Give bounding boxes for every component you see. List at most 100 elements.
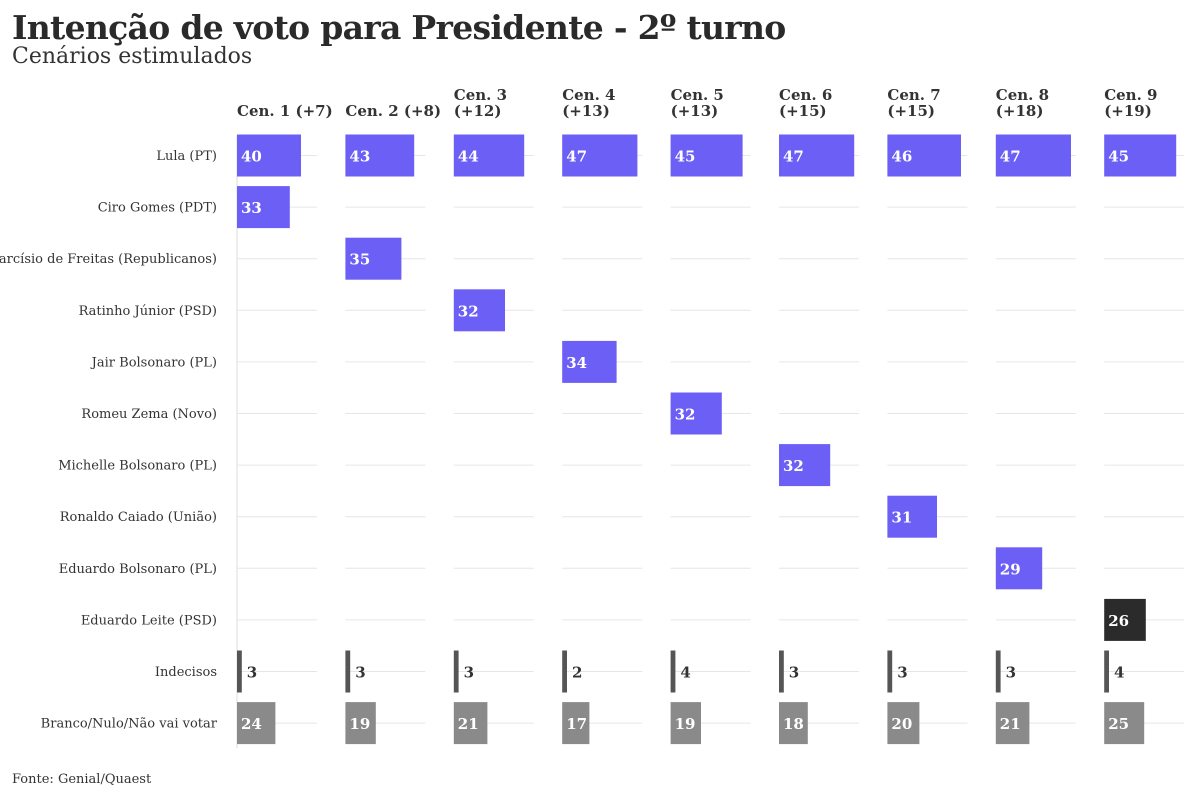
undecided-cen-4-label: 2 xyxy=(572,664,582,682)
row-label-michelle-bolsonaro-pl: Michelle Bolsonaro (PL) xyxy=(58,459,217,474)
opponent-cen-9-bar xyxy=(1104,598,1146,641)
column-header-cen-4: Cen. 4 xyxy=(562,86,615,104)
column-header-cen-6: Cen. 6 xyxy=(779,86,832,104)
opponent-cen-5-bar xyxy=(670,392,722,435)
opponent-cen-1-bar xyxy=(237,186,290,229)
blank-cen-7-bar xyxy=(887,702,920,745)
lula-cen-2-bar xyxy=(345,134,415,177)
chart-subtitle: Cenários estimulados xyxy=(12,44,253,69)
lula-cen-5-label: 45 xyxy=(675,148,696,166)
blank-cen-2-label: 19 xyxy=(349,715,370,733)
row-label-eduardo-leite-psd: Eduardo Leite (PSD) xyxy=(81,613,217,628)
opponent-cen-4-bar xyxy=(562,340,617,383)
column-header-cen-4: (+13) xyxy=(562,102,610,120)
blank-cen-4-label: 17 xyxy=(566,715,587,733)
blank-cen-2-bar xyxy=(345,702,376,745)
undecided-cen-2-label: 3 xyxy=(355,664,365,682)
lula-cen-6-label: 47 xyxy=(783,148,804,166)
undecided-cen-5-bar xyxy=(670,650,676,693)
undecided-cen-1-label: 3 xyxy=(247,664,257,682)
column-header-cen-8: (+18) xyxy=(996,102,1044,120)
opponent-cen-2-label: 35 xyxy=(349,251,370,269)
lula-cen-6-bar xyxy=(779,134,855,177)
chart-title: Intenção de voto para Presidente - 2º tu… xyxy=(12,8,786,47)
lula-cen-9-bar xyxy=(1104,134,1177,177)
lula-cen-3-label: 44 xyxy=(458,148,479,166)
undecided-cen-3-label: 3 xyxy=(464,664,474,682)
lula-cen-5-bar xyxy=(670,134,743,177)
row-label-ratinho-junior-psd: Ratinho Júnior (PSD) xyxy=(79,304,217,319)
lula-cen-1-label: 40 xyxy=(241,148,262,166)
undecided-cen-5-label: 4 xyxy=(680,664,690,682)
undecided-cen-9-label: 4 xyxy=(1114,664,1124,682)
column-header-cen-3: Cen. 3 xyxy=(454,86,507,104)
column-header-cen-5: (+13) xyxy=(671,102,719,120)
blank-cen-4-bar xyxy=(562,702,590,745)
row-label-tarcisio-de-freitas-republicanos: Tarcísio de Freitas (Republicanos) xyxy=(0,252,217,267)
lula-cen-8-label: 47 xyxy=(1000,148,1021,166)
row-label-eduardo-bolsonaro-pl: Eduardo Bolsonaro (PL) xyxy=(59,562,217,577)
blank-cen-7-label: 20 xyxy=(891,715,912,733)
row-label-ronaldo-caiado-uniao: Ronaldo Caiado (União) xyxy=(60,510,217,525)
undecided-cen-8-bar xyxy=(995,650,1001,693)
opponent-cen-3-bar xyxy=(453,289,505,332)
undecided-cen-9-bar xyxy=(1104,650,1109,693)
opponent-cen-4-label: 34 xyxy=(566,354,587,372)
column-header-cen-9: Cen. 9 xyxy=(1104,86,1157,104)
row-label-branco-nulo-nao-vai-votar: Branco/Nulo/Não vai votar xyxy=(41,717,218,732)
lula-cen-9-label: 45 xyxy=(1108,148,1129,166)
undecided-cen-2-bar xyxy=(345,650,351,693)
undecided-cen-6-bar xyxy=(779,650,784,693)
lula-cen-8-bar xyxy=(995,134,1071,177)
column-header-cen-9: (+19) xyxy=(1104,102,1152,120)
row-label-ciro-gomes-pdt: Ciro Gomes (PDT) xyxy=(98,201,217,216)
lula-cen-2-label: 43 xyxy=(349,148,370,166)
lula-cen-7-bar xyxy=(887,134,961,177)
blank-cen-3-label: 21 xyxy=(458,715,479,733)
opponent-cen-2-bar xyxy=(345,237,402,280)
opponent-cen-3-label: 32 xyxy=(458,302,479,320)
lula-cen-4-label: 47 xyxy=(566,148,587,166)
opponent-cen-9-label: 26 xyxy=(1108,612,1129,630)
lula-cen-1-bar xyxy=(237,134,301,177)
lula-cen-3-bar xyxy=(453,134,525,177)
blank-cen-6-bar xyxy=(779,702,808,745)
column-header-cen-7: Cen. 7 xyxy=(887,86,940,104)
blank-cen-3-bar xyxy=(453,702,488,745)
opponent-cen-6-label: 32 xyxy=(783,457,804,475)
source-note: Fonte: Genial/Quaest xyxy=(12,772,152,787)
column-header-cen-6: (+15) xyxy=(779,102,827,120)
opponent-cen-7-bar xyxy=(887,495,937,538)
blank-cen-9-bar xyxy=(1104,702,1145,745)
column-header-cen-8: Cen. 8 xyxy=(996,86,1049,104)
undecided-cen-6-label: 3 xyxy=(789,664,799,682)
opponent-cen-8-bar xyxy=(995,547,1043,590)
undecided-cen-4-bar xyxy=(562,650,567,693)
undecided-cen-1-bar xyxy=(237,650,242,693)
blank-cen-5-bar xyxy=(670,702,701,745)
row-label-indecisos: Indecisos xyxy=(155,665,217,680)
blank-cen-6-label: 18 xyxy=(783,715,804,733)
row-label-jair-bolsonaro-pl: Jair Bolsonaro (PL) xyxy=(90,355,217,370)
undecided-cen-7-bar xyxy=(887,650,893,693)
lula-cen-4-bar xyxy=(562,134,638,177)
opponent-cen-8-label: 29 xyxy=(1000,560,1021,578)
blank-cen-8-bar xyxy=(995,702,1030,745)
column-header-cen-7: (+15) xyxy=(887,102,935,120)
column-header-cen-5: Cen. 5 xyxy=(671,86,724,104)
column-header-cen-3: (+12) xyxy=(454,102,502,120)
lula-cen-7-label: 46 xyxy=(891,148,912,166)
row-label-romeu-zema-novo: Romeu Zema (Novo) xyxy=(81,407,217,422)
undecided-cen-8-label: 3 xyxy=(1006,664,1016,682)
column-header-cen-1: Cen. 1 (+7) xyxy=(237,102,333,120)
blank-cen-5-label: 19 xyxy=(675,715,696,733)
opponent-cen-6-bar xyxy=(779,444,831,487)
undecided-cen-7-label: 3 xyxy=(897,664,907,682)
blank-cen-1-label: 24 xyxy=(241,715,262,733)
opponent-cen-1-label: 33 xyxy=(241,199,262,217)
opponent-cen-7-label: 31 xyxy=(891,509,912,527)
opponent-cen-5-label: 32 xyxy=(675,406,696,424)
row-label-lula-pt: Lula (PT) xyxy=(156,149,217,164)
blank-cen-1-bar xyxy=(237,702,276,745)
